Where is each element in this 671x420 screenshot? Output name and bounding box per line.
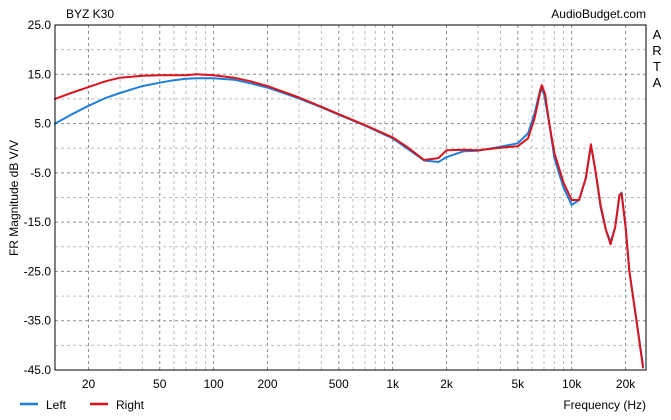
legend-label-right: Right — [116, 398, 145, 412]
y-tick-label: 5.0 — [34, 117, 51, 131]
y-tick-label: -15.0 — [24, 215, 52, 229]
arta-letter: A — [653, 75, 662, 90]
series-group — [54, 73, 644, 369]
x-tick-label: 10k — [562, 377, 582, 391]
legend-label-left: Left — [46, 398, 67, 412]
plot-frame — [54, 24, 647, 371]
grid — [55, 25, 646, 370]
y-tick-label: -45.0 — [24, 363, 52, 377]
y-tick-label: 25.0 — [28, 18, 52, 32]
x-axis-label: Frequency (Hz) — [563, 398, 646, 412]
y-tick-label: 15.0 — [28, 67, 52, 81]
y-tick-label: -5.0 — [30, 166, 51, 180]
arta-letter: A — [653, 27, 662, 42]
x-tick-label: 200 — [258, 377, 278, 391]
tick-labels: 20 50 100 200 500 1k 2k 5k 10k 20k 25.0 15.0 5.0 -5.0… — [24, 18, 637, 391]
x-tick-label: 500 — [329, 377, 349, 391]
x-tick-label: 5k — [511, 377, 525, 391]
x-tick-label: 20 — [82, 377, 96, 391]
y-axis-label: FR Magnitude dB V/V — [7, 140, 21, 256]
x-tick-label: 20k — [616, 377, 636, 391]
x-tick-label: 100 — [204, 377, 224, 391]
x-tick-label: 2k — [440, 377, 454, 391]
series-line-right — [54, 73, 644, 369]
y-tick-label: -35.0 — [24, 314, 52, 328]
x-tick-label: 1k — [386, 377, 400, 391]
arta-letter: R — [652, 43, 661, 58]
arta-letter: T — [653, 59, 661, 74]
watermark: AudioBudget.com — [551, 7, 646, 21]
x-tick-label: 50 — [153, 377, 167, 391]
y-tick-label: -25.0 — [24, 264, 52, 278]
legend: Left Right — [20, 398, 145, 412]
chart-title: BYZ K30 — [66, 7, 114, 21]
